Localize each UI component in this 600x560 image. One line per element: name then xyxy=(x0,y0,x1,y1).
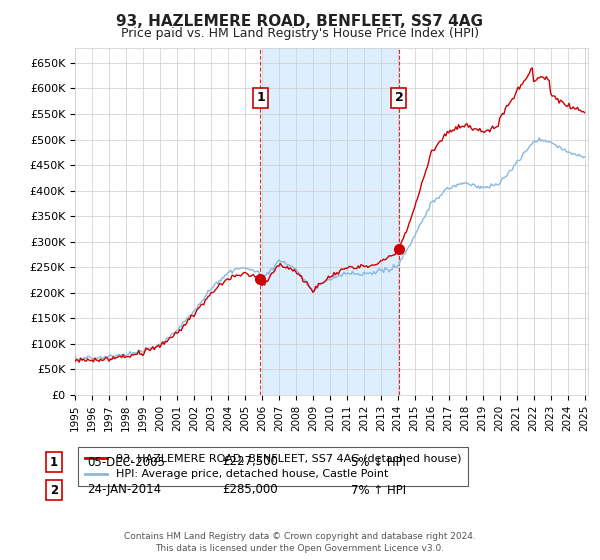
Text: 2: 2 xyxy=(50,483,58,497)
Text: £227,500: £227,500 xyxy=(222,455,278,469)
Text: 7% ↑ HPI: 7% ↑ HPI xyxy=(351,483,406,497)
Text: Price paid vs. HM Land Registry's House Price Index (HPI): Price paid vs. HM Land Registry's House … xyxy=(121,27,479,40)
Legend: 93, HAZLEMERE ROAD, BENFLEET, SS7 4AG (detached house), HPI: Average price, deta: 93, HAZLEMERE ROAD, BENFLEET, SS7 4AG (d… xyxy=(78,447,468,486)
Text: 1: 1 xyxy=(50,455,58,469)
Text: 5% ↓ HPI: 5% ↓ HPI xyxy=(351,455,406,469)
Text: 05-DEC-2005: 05-DEC-2005 xyxy=(87,455,165,469)
Text: Contains HM Land Registry data © Crown copyright and database right 2024.
This d: Contains HM Land Registry data © Crown c… xyxy=(124,533,476,553)
Text: 24-JAN-2014: 24-JAN-2014 xyxy=(87,483,161,497)
Text: £285,000: £285,000 xyxy=(222,483,278,497)
Text: 2: 2 xyxy=(395,91,403,105)
Text: 1: 1 xyxy=(256,91,265,105)
Text: 93, HAZLEMERE ROAD, BENFLEET, SS7 4AG: 93, HAZLEMERE ROAD, BENFLEET, SS7 4AG xyxy=(116,14,484,29)
Bar xyxy=(262,48,399,395)
